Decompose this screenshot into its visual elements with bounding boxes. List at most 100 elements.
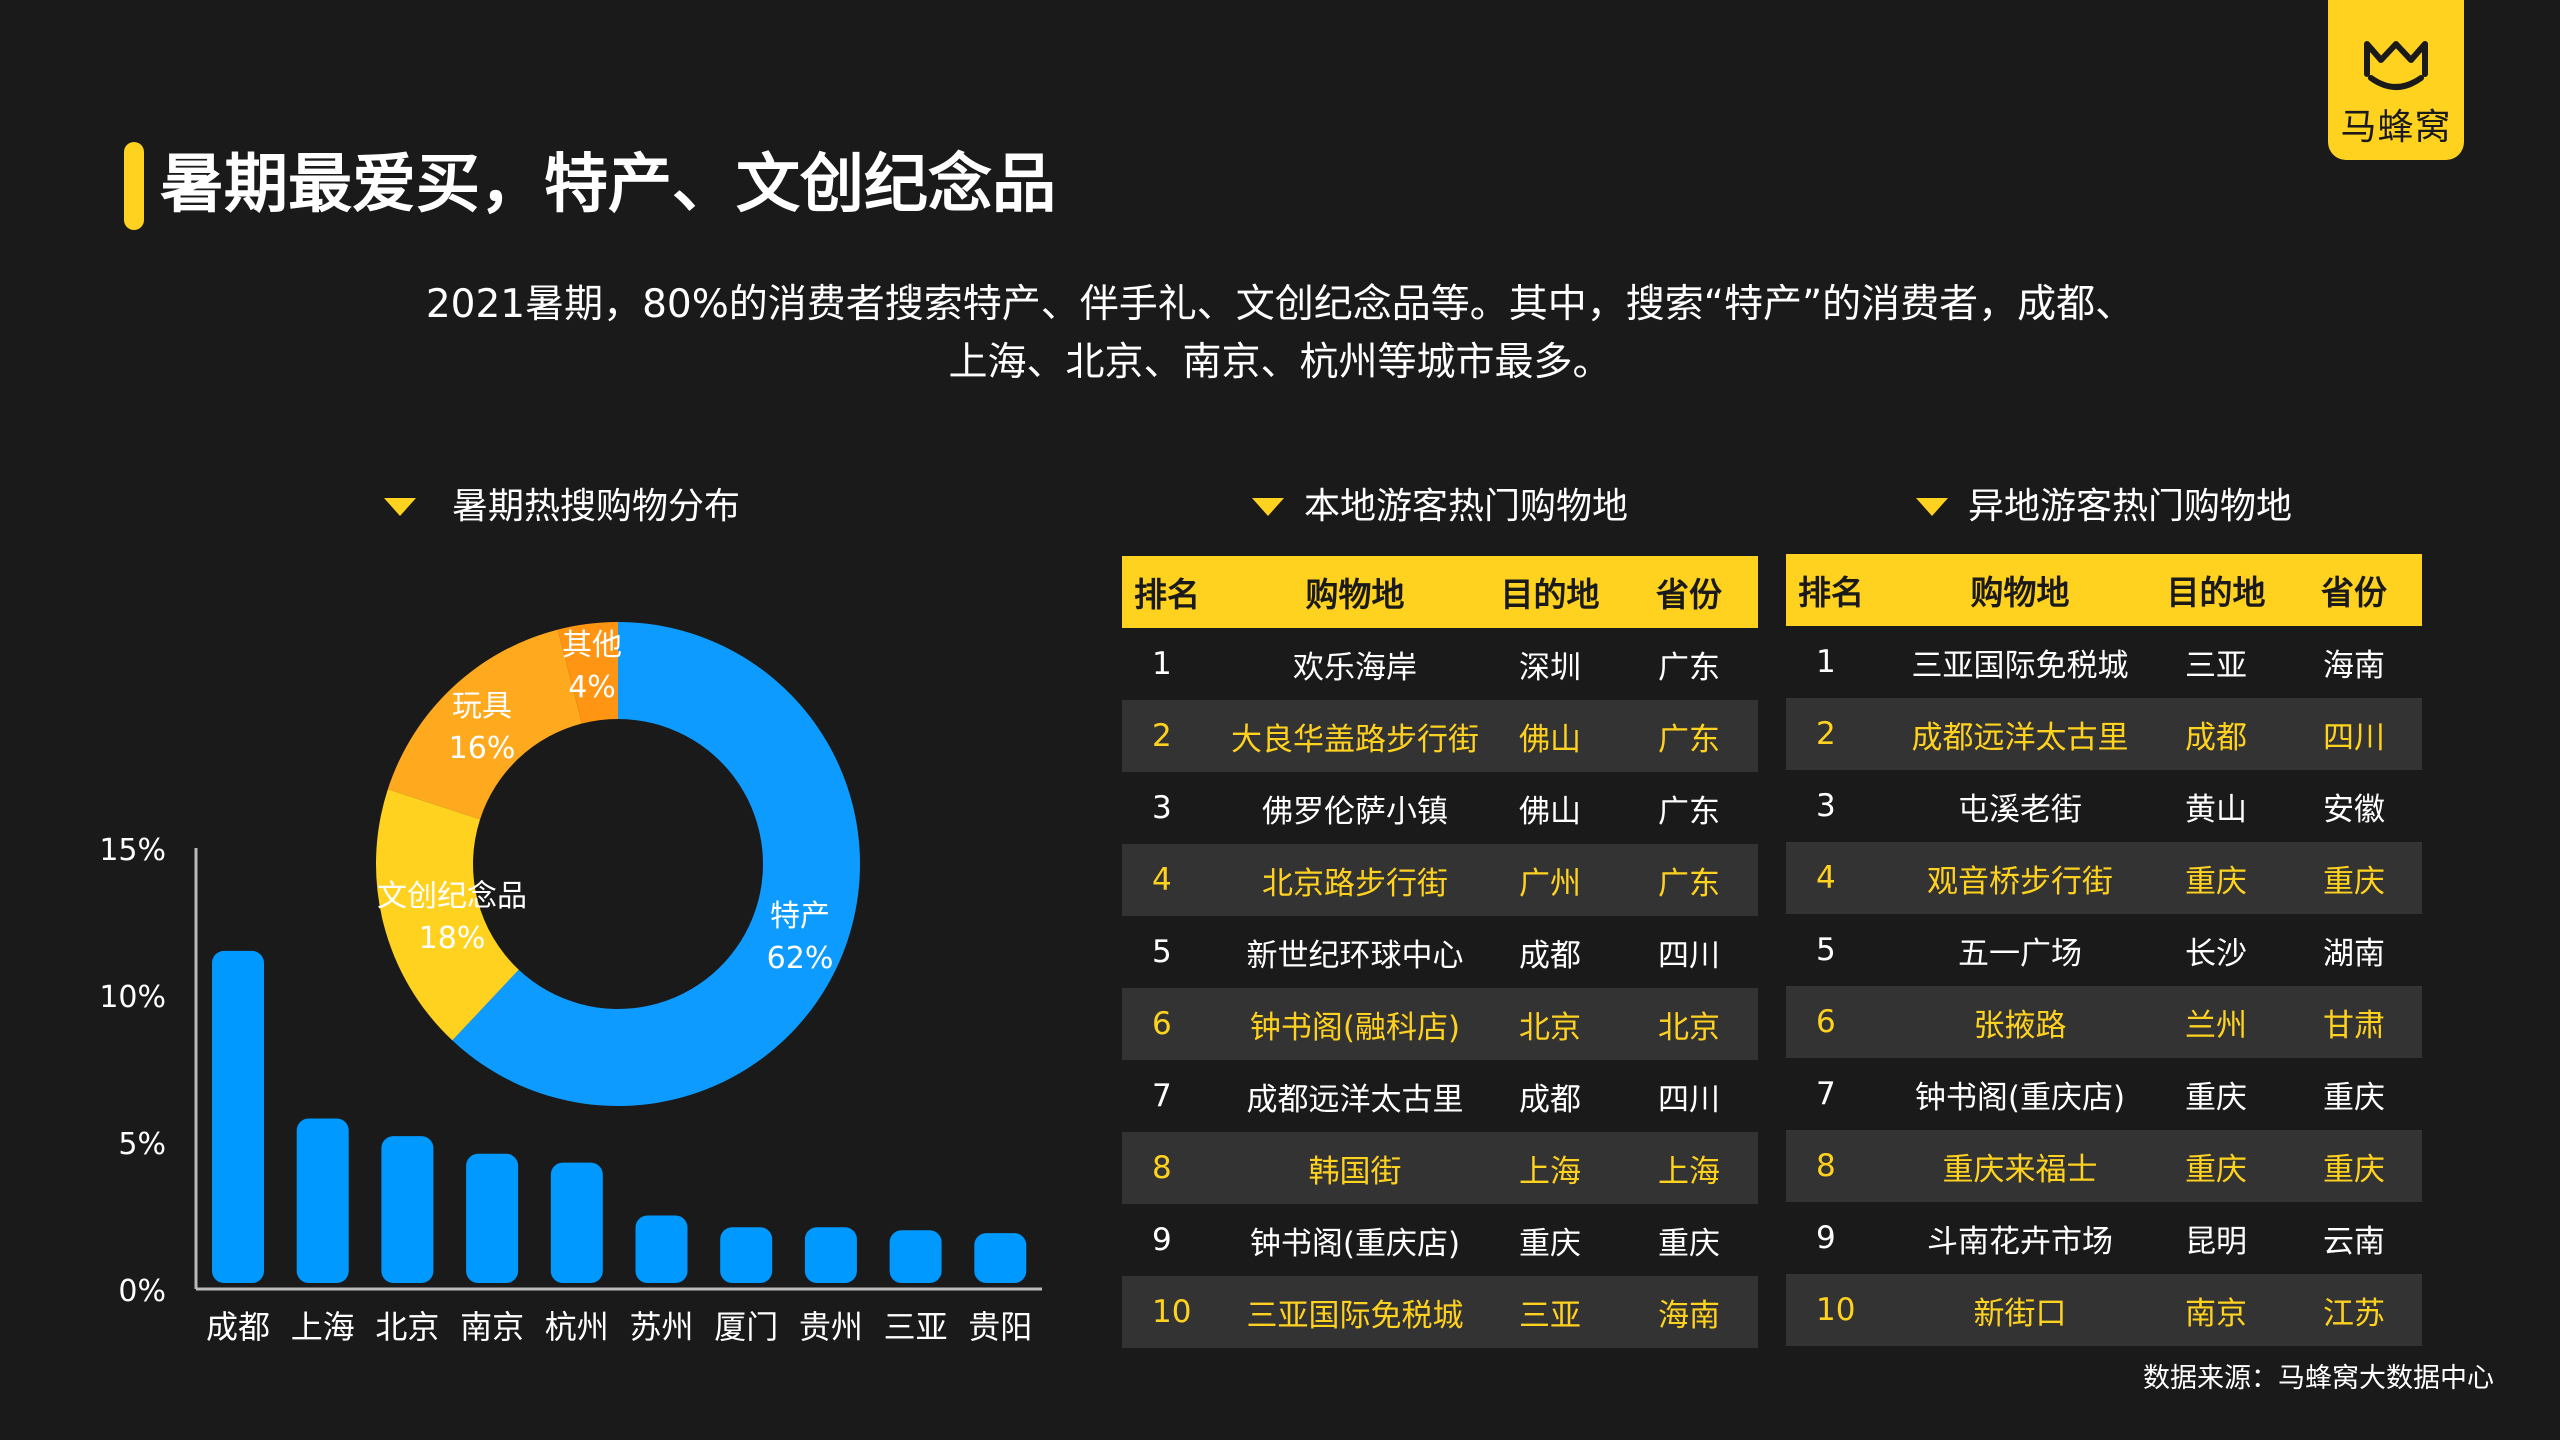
table-cell: 欢乐海岸	[1293, 649, 1417, 686]
table-cell: 海南	[2323, 647, 2385, 684]
table-cell: 8	[1122, 1132, 1230, 1204]
column-header: 排名	[1122, 556, 1230, 628]
table-cell: 屯溪老街	[1958, 791, 2082, 828]
table-cell: 佛山	[1519, 793, 1581, 830]
table-cell: 四川	[1658, 1081, 1720, 1118]
slice-文创纪念品	[376, 789, 519, 1041]
table-header-row: 排名 购物地 目的地 省份	[1122, 556, 1758, 628]
remote-section-header: 异地游客热门购物地	[1916, 482, 2292, 532]
shopping-charts: 0% 5% 10% 15% 成都 上海 北京 南京 杭州 苏州 厦门 贵州 三亚 贵阳 特产 62% 文创纪念…	[99, 622, 1042, 1346]
local-shopping-table: 排名 购物地 目的地 省份 1 欢乐海岸 深圳 广东 2 大良华盖路步行街 佛山 广东 3 佛罗伦萨小镇…	[1122, 556, 1758, 1348]
x-tick-label: 杭州	[545, 1308, 609, 1346]
subtitle: 2021暑期，80%的消费者搜索特产、伴手礼、文创纪念品等。其中，搜索“特产”的…	[300, 276, 2260, 392]
bar-三亚	[889, 1230, 942, 1283]
table-cell: 四川	[2286, 698, 2422, 770]
x-tick-label: 贵州	[799, 1308, 863, 1346]
table-cell: 北京	[1480, 988, 1620, 1060]
table-row: 8 韩国街 上海 上海	[1122, 1132, 1758, 1204]
table-row: 5 新世纪环球中心 成都 四川	[1122, 916, 1758, 988]
slice-value-label: 62%	[767, 941, 834, 976]
table-cell: 重庆	[2286, 1130, 2422, 1202]
table-row: 4 观音桥步行街 重庆 重庆	[1786, 842, 2422, 914]
table-cell: 广东	[1620, 700, 1758, 772]
table-cell: 三亚	[1480, 1276, 1620, 1348]
remote-shopping-table: 排名 购物地 目的地 省份 1 三亚国际免税城 三亚 海南 2 成都远洋太古里 成都 四川 3 屯溪老街…	[1786, 554, 2422, 1346]
table-cell: 佛山	[1480, 700, 1620, 772]
table-cell: 三亚国际免税城	[1230, 1276, 1480, 1348]
table-cell: 重庆	[1519, 1225, 1581, 1262]
x-tick-label: 北京	[375, 1308, 439, 1346]
table-cell: 成都远洋太古里	[1246, 1081, 1464, 1118]
table-row: 3 佛罗伦萨小镇 佛山 广东	[1122, 772, 1758, 844]
triangle-down-icon	[384, 498, 416, 516]
table-cell: 广东	[1658, 649, 1720, 686]
table-cell: 三亚国际免税城	[1911, 647, 2129, 684]
table-cell: 10	[1786, 1274, 1894, 1346]
table-cell: 1	[1152, 646, 1172, 682]
slice-name-label: 其他	[562, 628, 622, 663]
bar-贵州	[804, 1227, 857, 1283]
table-cell: 成都	[2146, 698, 2286, 770]
x-tick-label: 南京	[460, 1308, 524, 1346]
table-cell: 5	[1152, 934, 1172, 970]
bar-苏州	[635, 1215, 688, 1283]
table-row: 2 大良华盖路步行街 佛山 广东	[1122, 700, 1758, 772]
table-row: 1 欢乐海岸 深圳 广东	[1122, 628, 1758, 700]
table-cell: 韩国街	[1230, 1132, 1480, 1204]
table-cell: 钟书阁(重庆店)	[1249, 1225, 1461, 1262]
triangle-down-icon	[1252, 498, 1284, 516]
table-cell: 广州	[1480, 844, 1620, 916]
table-row: 3 屯溪老街 黄山 安徽	[1786, 770, 2422, 842]
table-cell: 4	[1786, 842, 1894, 914]
x-tick-label: 厦门	[714, 1308, 778, 1346]
table-cell: 7	[1816, 1076, 1836, 1112]
slice-特产	[452, 622, 861, 1106]
table-cell: 成都	[1519, 937, 1581, 974]
table-cell: 重庆来福士	[1894, 1130, 2146, 1202]
table-cell: 成都远洋太古里	[1894, 698, 2146, 770]
table-row: 7 成都远洋太古里 成都 四川	[1122, 1060, 1758, 1132]
table-cell: 重庆	[2323, 1079, 2385, 1116]
table-cell: 广东	[1620, 844, 1758, 916]
table-cell: 2	[1122, 700, 1230, 772]
table-cell: 南京	[2146, 1274, 2286, 1346]
table-cell: 9	[1152, 1222, 1172, 1258]
table-cell: 重庆	[2185, 1079, 2247, 1116]
table-row: 6 钟书阁(融科店) 北京 北京	[1122, 988, 1758, 1060]
table-cell: 6	[1786, 986, 1894, 1058]
table-cell: 佛罗伦萨小镇	[1262, 793, 1448, 830]
table-cell: 安徽	[2323, 791, 2385, 828]
table-cell: 观音桥步行街	[1894, 842, 2146, 914]
table-cell: 五一广场	[1958, 935, 2082, 972]
subtitle-line-2: 上海、北京、南京、杭州等城市最多。	[948, 340, 1612, 385]
table-cell: 北京路步行街	[1230, 844, 1480, 916]
slice-value-label: 4%	[568, 670, 616, 705]
local-section-title: 本地游客热门购物地	[1304, 486, 1629, 527]
local-section-header: 本地游客热门购物地	[1252, 482, 1628, 532]
table-cell: 10	[1122, 1276, 1230, 1348]
city-bar-chart: 0% 5% 10% 15% 成都 上海 北京 南京 杭州 苏州 厦门 贵州 三亚 贵阳	[99, 833, 1042, 1346]
table-cell: 张掖路	[1894, 986, 2146, 1058]
column-header: 购物地	[1894, 554, 2146, 626]
table-cell: 长沙	[2185, 935, 2247, 972]
table-cell: 广东	[1658, 793, 1720, 830]
table-cell: 大良华盖路步行街	[1230, 700, 1480, 772]
slice-name-label: 特产	[770, 899, 830, 934]
slice-name-label: 玩具	[452, 689, 512, 724]
table-row: 8 重庆来福士 重庆 重庆	[1786, 1130, 2422, 1202]
table-cell: 3	[1816, 788, 1836, 824]
column-header: 省份	[2286, 554, 2422, 626]
table-cell: 重庆	[2146, 1130, 2286, 1202]
table-row: 7 钟书阁(重庆店) 重庆 重庆	[1786, 1058, 2422, 1130]
table-row: 10 三亚国际免税城 三亚 海南	[1122, 1276, 1758, 1348]
table-row: 9 钟书阁(重庆店) 重庆 重庆	[1122, 1204, 1758, 1276]
y-tick-label: 0%	[118, 1274, 166, 1309]
table-cell: 9	[1816, 1220, 1836, 1256]
table-row: 6 张掖路 兰州 甘肃	[1786, 986, 2422, 1058]
slice-name-label: 文创纪念品	[377, 879, 527, 914]
table-row: 4 北京路步行街 广州 广东	[1122, 844, 1758, 916]
brand-name: 马蜂窝	[2340, 107, 2452, 148]
y-tick-label: 15%	[99, 833, 166, 868]
x-tick-label: 三亚	[884, 1308, 948, 1346]
table-cell: 江苏	[2286, 1274, 2422, 1346]
